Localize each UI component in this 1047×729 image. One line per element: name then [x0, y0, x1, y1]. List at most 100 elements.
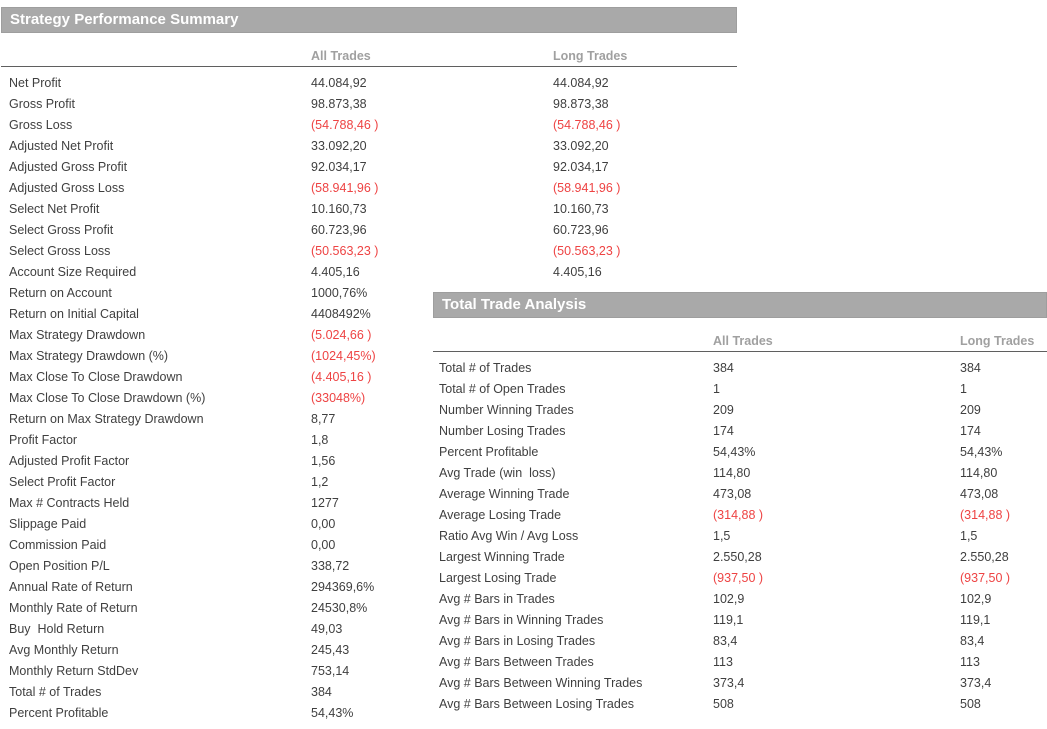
all-trades-value: 60.723,96 — [311, 223, 367, 237]
long-trades-value: 2.550,28 — [960, 550, 1009, 564]
analysis-column-long-trades: Long Trades — [960, 334, 1035, 348]
table-row: Profit Factor 1,8 — [1, 430, 737, 451]
table-row: Avg # Bars Between Losing Trades 508 508 — [433, 694, 1047, 715]
all-trades-value: 373,4 — [713, 676, 745, 690]
table-row: Max Close To Close Drawdown (4.405,16 ) — [1, 367, 737, 388]
metric-label: Total # of Trades — [439, 361, 532, 375]
table-row: Avg # Bars Between Trades 113 113 — [433, 652, 1047, 673]
table-row: Gross Loss (54.788,46 ) (54.788,46 ) — [1, 115, 737, 136]
table-row: Select Profit Factor 1,2 — [1, 472, 737, 493]
summary-column-long-trades: Long Trades — [553, 49, 628, 63]
all-trades-value: 245,43 — [311, 643, 350, 657]
metric-label: Adjusted Profit Factor — [9, 454, 130, 468]
summary-column-headers: All Trades Long Trades — [1, 46, 737, 67]
metric-label: Avg # Bars Between Winning Trades — [439, 676, 643, 690]
table-row: Account Size Required 4.405,16 4.405,16 — [1, 262, 737, 283]
all-trades-value: (58.941,96 ) — [311, 181, 379, 195]
all-trades-value: 384 — [311, 685, 332, 699]
long-trades-value: 54,43% — [960, 445, 1003, 459]
analysis-panel-title-bar: Total Trade Analysis — [433, 292, 1047, 318]
summary-column-spacer — [9, 46, 311, 66]
table-row: Max Strategy Drawdown (5.024,66 ) — [1, 325, 737, 346]
long-trades-value: 102,9 — [960, 592, 992, 606]
table-row: Largest Winning Trade 2.550,28 2.550,28 — [433, 547, 1047, 568]
summary-panel: Strategy Performance Summary All Trades … — [1, 7, 737, 724]
all-trades-value: 1277 — [311, 496, 339, 510]
metric-label: Gross Profit — [9, 97, 75, 111]
metric-label: Avg # Bars in Winning Trades — [439, 613, 604, 627]
long-trades-value: 209 — [960, 403, 981, 417]
table-row: Max # Contracts Held 1277 — [1, 493, 737, 514]
table-row: Average Winning Trade 473,08 473,08 — [433, 484, 1047, 505]
table-row: Select Gross Profit 60.723,96 60.723,96 — [1, 220, 737, 241]
all-trades-value: 1,2 — [311, 475, 329, 489]
table-row: Return on Initial Capital 4408492% — [1, 304, 737, 325]
all-trades-value: (33048%) — [311, 391, 366, 405]
metric-label: Percent Profitable — [439, 445, 539, 459]
metric-label: Monthly Rate of Return — [9, 601, 138, 615]
metric-label: Max Close To Close Drawdown — [9, 370, 183, 384]
table-row: Adjusted Gross Profit 92.034,17 92.034,17 — [1, 157, 737, 178]
all-trades-value: 4408492% — [311, 307, 371, 321]
long-trades-value: (58.941,96 ) — [553, 181, 621, 195]
long-trades-value: 83,4 — [960, 634, 985, 648]
all-trades-value: 1,5 — [713, 529, 731, 543]
all-trades-value: 8,77 — [311, 412, 336, 426]
table-row: Gross Profit 98.873,38 98.873,38 — [1, 94, 737, 115]
all-trades-value: 44.084,92 — [311, 76, 367, 90]
table-row: Commission Paid 0,00 — [1, 535, 737, 556]
table-row: Avg # Bars Between Winning Trades 373,4 37… — [433, 673, 1047, 694]
analysis-panel: Total Trade Analysis All Trades Long Tra… — [433, 292, 1047, 729]
all-trades-value: 54,43% — [311, 706, 354, 720]
metric-label: Select Net Profit — [9, 202, 100, 216]
long-trades-value: 1,5 — [960, 529, 978, 543]
table-row: Percent Profitable 54,43% — [1, 703, 737, 724]
long-trades-value: 174 — [960, 424, 981, 438]
metric-label: Average Winning Trade — [439, 487, 570, 501]
long-trades-value: (54.788,46 ) — [553, 118, 621, 132]
all-trades-value: 92.034,17 — [311, 160, 367, 174]
table-row: Max Strategy Drawdown (%) (1024,45%) — [1, 346, 737, 367]
all-trades-value: (54.788,46 ) — [311, 118, 379, 132]
table-row: Return on Max Strategy Drawdown 8,77 — [1, 409, 737, 430]
all-trades-value: 10.160,73 — [311, 202, 367, 216]
all-trades-value: 753,14 — [311, 664, 350, 678]
all-trades-value: 33.092,20 — [311, 139, 367, 153]
metric-label: Buy Hold Return — [9, 622, 105, 636]
all-trades-value: 54,43% — [713, 445, 756, 459]
analysis-column-spacer — [439, 331, 713, 351]
metric-label: Max Strategy Drawdown — [9, 328, 146, 342]
metric-label: Avg # Bars Between Losing Trades — [439, 697, 635, 711]
metric-label: Select Gross Loss — [9, 244, 111, 258]
table-row: Average Losing Trade (314,88 ) (314,88 ) — [433, 505, 1047, 526]
all-trades-value: 114,80 — [713, 466, 751, 480]
metric-label: Total # of Trades — [9, 685, 102, 699]
metric-label: Adjusted Net Profit — [9, 139, 114, 153]
all-trades-value: 338,72 — [311, 559, 350, 573]
table-row: Return on Account 1000,76% — [1, 283, 737, 304]
long-trades-value: 384 — [960, 361, 981, 375]
all-trades-value: 113 — [713, 655, 733, 669]
table-row: Number Losing Trades 174 174 — [433, 421, 1047, 442]
summary-panel-title-bar: Strategy Performance Summary — [1, 7, 737, 33]
table-row: Annual Rate of Return 294369,6% — [1, 577, 737, 598]
metric-label: Ratio Avg Win / Avg Loss — [439, 529, 579, 543]
long-trades-value: 508 — [960, 697, 981, 711]
table-row: Adjusted Gross Loss (58.941,96 ) (58.941,9… — [1, 178, 737, 199]
all-trades-value: 174 — [713, 424, 734, 438]
table-row: Avg # Bars in Losing Trades 83,4 83,4 — [433, 631, 1047, 652]
metric-label: Net Profit — [9, 76, 62, 90]
long-trades-value: 373,4 — [960, 676, 992, 690]
all-trades-value: (4.405,16 ) — [311, 370, 372, 384]
long-trades-value: 98.873,38 — [553, 97, 609, 111]
analysis-column-all-trades: All Trades — [713, 334, 773, 348]
all-trades-value: 98.873,38 — [311, 97, 367, 111]
table-row: Number Winning Trades 209 209 — [433, 400, 1047, 421]
all-trades-value: 1 — [713, 382, 720, 396]
table-row: Total # of Open Trades 1 1 — [433, 379, 1047, 400]
long-trades-value: 10.160,73 — [553, 202, 609, 216]
all-trades-value: 384 — [713, 361, 734, 375]
long-trades-value: 44.084,92 — [553, 76, 609, 90]
metric-label: Account Size Required — [9, 265, 137, 279]
metric-label: Largest Winning Trade — [439, 550, 565, 564]
